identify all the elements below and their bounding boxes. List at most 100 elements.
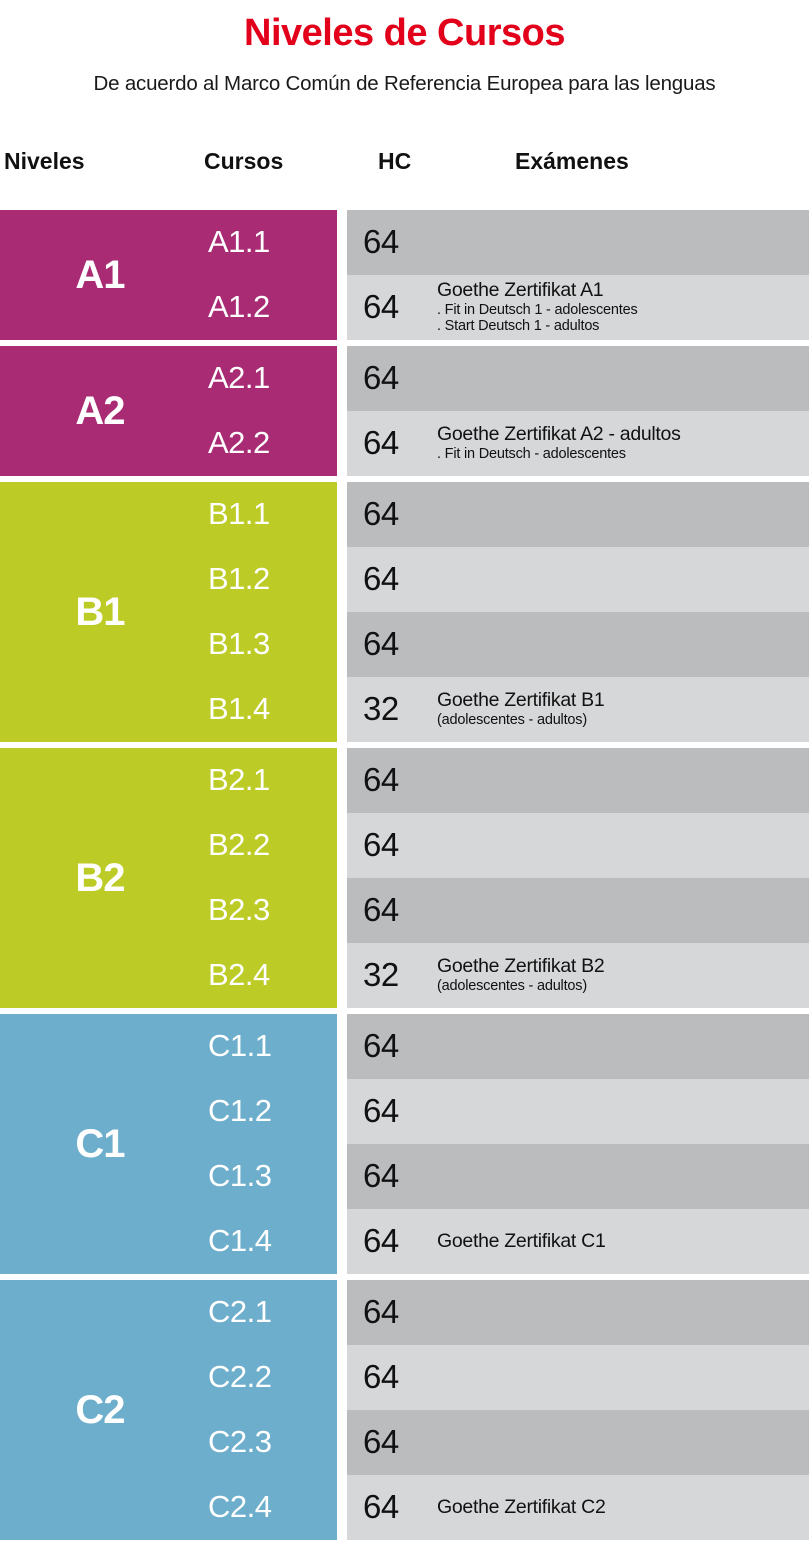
- table-column-headers: Niveles Cursos HC Exámenes: [0, 148, 809, 210]
- exam-name: Goethe Zertifikat B1: [437, 689, 605, 712]
- column-header-examenes: Exámenes: [515, 147, 629, 174]
- table-row: 64: [347, 481, 809, 547]
- page-title: Niveles de Cursos: [244, 12, 565, 54]
- table-row: 64: [347, 345, 809, 411]
- course-label: A1.1: [208, 224, 270, 260]
- level-name: A1: [75, 252, 125, 297]
- course-label: C1.4: [208, 1223, 272, 1259]
- level-rows: 64 64 Goethe Zertifikat A2 - adultos. Fit …: [347, 345, 809, 476]
- level-rows: 64 64 Goethe Zertifikat A1. Fit in Deutsch…: [347, 209, 809, 340]
- exam-detail: (adolescentes - adultos): [437, 712, 587, 729]
- hc-value: 64: [363, 495, 399, 533]
- hc-value: 64: [363, 223, 399, 261]
- course-label: C2.3: [208, 1424, 272, 1460]
- course-label: C1.1: [208, 1028, 272, 1064]
- table-row: 64: [347, 877, 809, 943]
- column-header-cursos: Cursos: [204, 147, 284, 174]
- level-rows: 64 64 64 64 Goethe Zertifikat C1: [347, 1013, 809, 1274]
- exam-cell: Goethe Zertifikat B1 (adolescentes - adul…: [437, 689, 809, 728]
- course-list: B1.1 B1.2 B1.3 B1.4: [200, 482, 337, 742]
- table-row: 64: [347, 1013, 809, 1079]
- level-name: C1: [75, 1121, 125, 1166]
- course-list: C1.1 C1.2 C1.3 C1.4: [200, 1014, 337, 1274]
- hc-value: 64: [363, 1293, 399, 1331]
- course-label: C1.2: [208, 1093, 272, 1129]
- level-color-panel: A1 A1.1 A1.2: [0, 209, 337, 340]
- hc-value: 64: [363, 1423, 399, 1461]
- course-label: B2.4: [208, 957, 270, 993]
- course-label: B1.2: [208, 561, 270, 597]
- hc-value: 64: [363, 1092, 399, 1130]
- level-color-panel: A2 A2.1 A2.2: [0, 345, 337, 476]
- column-header-hc: HC: [378, 147, 412, 174]
- course-label: C2.4: [208, 1489, 272, 1525]
- level-color-panel: C2 C2.1 C2.2 C2.3 C2.4: [0, 1279, 337, 1540]
- level-name: A2: [75, 388, 125, 433]
- course-list: B2.1 B2.2 B2.3 B2.4: [200, 748, 337, 1008]
- table-row: 32 Goethe Zertifikat B1 (adolescentes - ad…: [347, 676, 809, 742]
- hc-value: 64: [363, 1358, 399, 1396]
- hc-value: 64: [363, 625, 399, 663]
- hc-value: 64: [363, 1027, 399, 1065]
- exam-detail: . Start Deutsch 1 - adultos: [437, 318, 600, 335]
- hc-value: 64: [363, 891, 399, 929]
- level-block: C1 C1.1 C1.2 C1.3 C1.4 64 64 64 64 Goethe Zertifi…: [0, 1013, 809, 1274]
- hc-value: 32: [363, 690, 399, 728]
- exam-detail: . Fit in Deutsch - adolescentes: [437, 446, 626, 463]
- table-row: 64: [347, 611, 809, 677]
- exam-name: Goethe Zertifikat C2: [437, 1495, 606, 1518]
- course-label: B2.1: [208, 762, 270, 798]
- hc-value: 64: [363, 761, 399, 799]
- exam-detail: . Fit in Deutsch 1 - adolescentes: [437, 301, 638, 318]
- hc-value: 32: [363, 956, 399, 994]
- course-label: A2.1: [208, 360, 270, 396]
- course-levels-infographic: { "header": { "title": "Niveles de Curso…: [0, 12, 809, 1548]
- exam-cell: Goethe Zertifikat B2 (adolescentes - adul…: [437, 955, 809, 994]
- course-list: A1.1 A1.2: [200, 210, 337, 340]
- course-label: C1.3: [208, 1158, 272, 1194]
- table-row: 64: [347, 747, 809, 813]
- level-color-panel: B1 B1.1 B1.2 B1.3 B1.4: [0, 481, 337, 742]
- exam-name: Goethe Zertifikat C1: [437, 1229, 606, 1252]
- exam-name: Goethe Zertifikat B2: [437, 955, 605, 978]
- course-label: C2.1: [208, 1294, 272, 1330]
- hc-value: 64: [363, 1488, 399, 1526]
- level-block: B1 B1.1 B1.2 B1.3 B1.4 64 64 64 32 Goethe Zertifi…: [0, 481, 809, 742]
- table-row: 64: [347, 1143, 809, 1209]
- course-label: C2.2: [208, 1359, 272, 1395]
- column-header-niveles: Niveles: [4, 147, 85, 174]
- level-rows: 64 64 64 32 Goethe Zertifikat B2 (adolescente…: [347, 747, 809, 1008]
- table-row: 64: [347, 546, 809, 612]
- course-label: A1.2: [208, 289, 270, 325]
- hc-value: 64: [363, 1222, 399, 1260]
- course-label: B1.1: [208, 496, 270, 532]
- course-list: A2.1 A2.2: [200, 346, 337, 476]
- hc-value: 64: [363, 560, 399, 598]
- table-row: 64: [347, 1078, 809, 1144]
- table-row: 64: [347, 209, 809, 275]
- level-block: A1 A1.1 A1.2 64 64 Goethe Zertifikat A1. Fit …: [0, 209, 809, 340]
- level-block: C2 C2.1 C2.2 C2.3 C2.4 64 64 64 64 Goethe Zertifi…: [0, 1279, 809, 1540]
- level-rows: 64 64 64 32 Goethe Zertifikat B1 (adolescente…: [347, 481, 809, 742]
- level-name: C2: [75, 1387, 125, 1432]
- exam-name: Goethe Zertifikat A1: [437, 279, 604, 302]
- exam-cell: Goethe Zertifikat C1: [437, 1230, 809, 1253]
- page-subtitle: De acuerdo al Marco Común de Referencia …: [93, 71, 716, 95]
- level-color-panel: B2 B2.1 B2.2 B2.3 B2.4: [0, 747, 337, 1008]
- course-label: B1.3: [208, 626, 270, 662]
- table-row: 64: [347, 1279, 809, 1345]
- level-name: B2: [75, 855, 125, 900]
- hc-value: 64: [363, 359, 399, 397]
- course-label: B2.2: [208, 827, 270, 863]
- hc-value: 64: [363, 424, 399, 462]
- hc-value: 64: [363, 826, 399, 864]
- table-row: 64: [347, 1344, 809, 1410]
- exam-cell: Goethe Zertifikat C2: [437, 1496, 809, 1519]
- exam-detail: (adolescentes - adultos): [437, 978, 587, 995]
- table-row: 64: [347, 1409, 809, 1475]
- hc-value: 64: [363, 1157, 399, 1195]
- exam-cell: Goethe Zertifikat A1. Fit in Deutsch 1 -…: [437, 279, 809, 335]
- table-row: 64 Goethe Zertifikat A1. Fit in Deutsch 1…: [347, 274, 809, 340]
- course-label: B2.3: [208, 892, 270, 928]
- exam-cell: Goethe Zertifikat A2 - adultos. Fit in D…: [437, 423, 809, 462]
